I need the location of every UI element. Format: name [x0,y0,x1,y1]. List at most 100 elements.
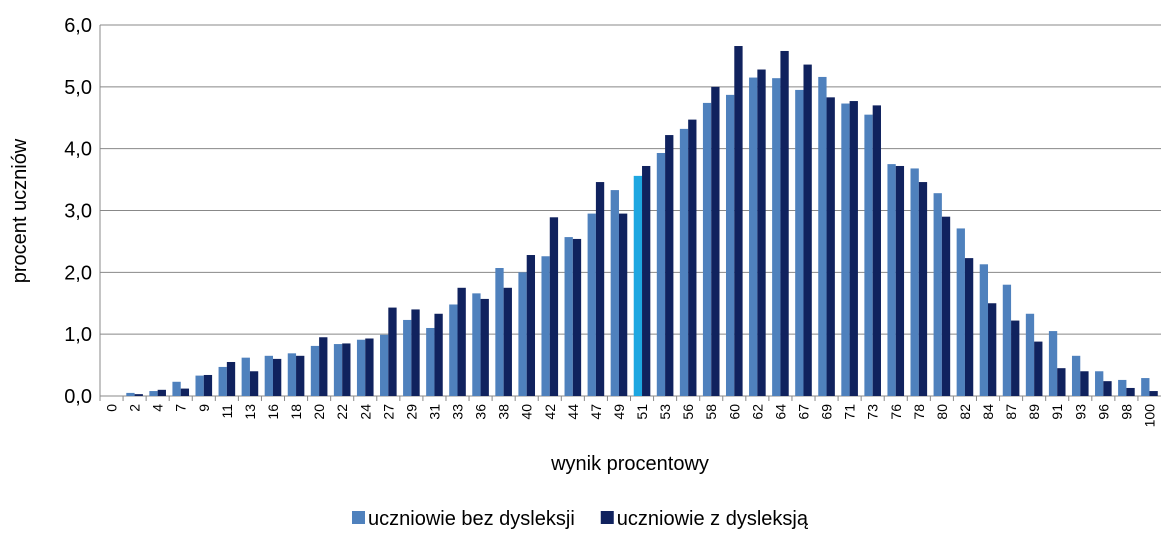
bar [157,389,166,396]
x-tick-label: 20 [311,404,327,420]
bar [310,345,320,396]
x-tick-label: 98 [1118,404,1134,420]
bar [1048,331,1058,396]
bar [249,371,259,396]
bar [319,337,328,396]
x-tick-label: 69 [819,404,835,420]
x-tick-label: 91 [1049,404,1065,420]
x-tick-label: 27 [380,404,396,420]
bar [296,355,305,396]
bar [595,182,605,396]
bar [772,78,781,396]
bar [472,293,481,396]
legend-label: uczniowie z dysleksją [617,508,809,530]
bar [411,309,420,396]
bar [380,334,389,396]
bar [172,381,181,396]
bar [757,69,766,397]
legend-label: uczniowie bez dysleksji [368,508,575,530]
bar [333,344,343,396]
y-tick-label: 0,0 [64,386,92,408]
x-tick-label: 71 [842,404,858,420]
y-tick-label: 6,0 [64,15,92,37]
x-tick-label: 4 [150,404,166,412]
bar [134,394,143,396]
bar [272,358,282,396]
bar [1057,368,1066,396]
bar [541,256,550,396]
bar [642,165,651,396]
bar [218,366,227,396]
bar [610,190,619,396]
x-tick-label: 76 [888,404,904,420]
bar [711,86,720,396]
bar [480,298,489,396]
bar [526,255,536,396]
bar [226,361,236,396]
bar [633,175,643,396]
x-tick-label: 13 [242,404,258,420]
bar [426,327,435,396]
x-tick-label: 16 [265,404,281,420]
bar [941,216,951,396]
bar [403,319,412,396]
bar [149,391,158,396]
bar [1034,341,1043,396]
bar [495,268,504,396]
bar [126,392,135,396]
bar [1080,371,1089,396]
bar [587,213,596,396]
x-tick-label: 18 [288,404,304,420]
x-tick-label: 44 [565,404,581,420]
legend-swatch [600,511,614,524]
y-tick-label: 3,0 [64,201,92,223]
bar [1095,371,1104,396]
x-tick-label: 80 [934,404,950,420]
bar [818,76,827,396]
x-tick-label: 100 [1141,404,1157,428]
bar [679,128,689,396]
x-tick-label: 0 [104,404,120,412]
bar [434,313,443,396]
bar [287,353,297,396]
x-tick-label: 22 [334,404,350,420]
bar [872,105,881,396]
bar [979,264,989,396]
legend-swatch [352,511,365,524]
bar [895,165,905,396]
x-tick-label: 36 [473,404,489,420]
x-tick-label: 93 [1072,404,1088,420]
x-tick-label: 64 [772,404,788,420]
bar [1002,284,1012,396]
x-tick-label: 47 [588,404,604,420]
y-tick-label: 4,0 [64,139,92,161]
bar [841,103,850,397]
bar [780,50,789,396]
x-tick-label: 58 [703,404,719,420]
bar [195,375,204,396]
x-tick-label: 89 [1026,404,1042,420]
bar [910,168,919,396]
x-tick-label: 38 [496,404,512,420]
bar [749,77,758,396]
x-tick-label: 67 [795,404,811,420]
bar [803,64,812,396]
x-tick-label: 96 [1095,404,1111,420]
bar [795,89,804,397]
x-tick-label: 42 [542,404,558,420]
x-tick-label: 49 [611,404,627,420]
bar [725,94,735,396]
bar [388,307,397,396]
x-tick-label: 53 [657,404,673,420]
bar [549,217,559,396]
x-tick-label: 7 [173,404,189,412]
bar [564,237,573,396]
y-tick-label: 5,0 [64,77,92,99]
bar [503,287,512,396]
x-tick-label: 87 [1003,404,1019,420]
bar [988,303,997,396]
x-tick-label: 2 [127,404,143,412]
x-tick-label: 33 [450,404,466,420]
x-tick-label: 29 [403,404,419,420]
